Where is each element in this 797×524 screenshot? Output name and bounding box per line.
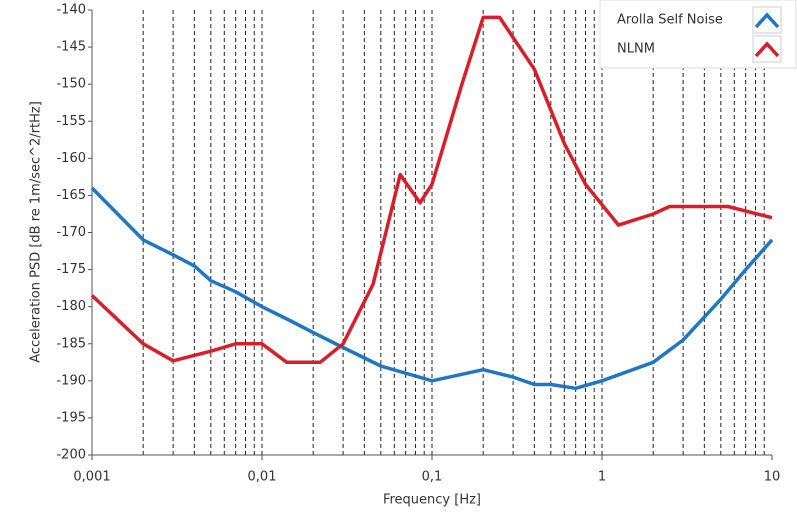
legend-label: Arolla Self Noise (617, 13, 723, 28)
y-tick-label: -175 (56, 262, 86, 277)
x-tick-label: 0,1 (422, 470, 443, 485)
y-tick-label: -170 (56, 225, 86, 240)
x-tick-label: 0,01 (248, 470, 277, 485)
y-tick-label: -145 (56, 40, 86, 55)
y-tick-label: -180 (56, 299, 86, 314)
y-tick-label: -165 (56, 188, 86, 203)
x-axis-label: Frequency [Hz] (383, 493, 481, 508)
x-tick-label: 0,001 (73, 470, 110, 485)
y-tick-label: -150 (56, 77, 86, 92)
x-tick-label: 10 (764, 470, 781, 485)
y-tick-label: -155 (56, 114, 86, 129)
legend-label: NLNM (617, 42, 655, 57)
x-tick-label: 1 (598, 470, 606, 485)
legend-icon (754, 12, 780, 29)
y-tick-label: -200 (56, 448, 86, 463)
y-axis-label: Acceleration PSD [dB re 1m/sec^2/rtHz] (29, 101, 44, 363)
legend-icon-box (752, 35, 782, 63)
y-tick-label: -140 (56, 3, 86, 18)
series-line (90, 186, 774, 391)
legend-icon (754, 41, 780, 58)
series-line (90, 15, 773, 365)
y-tick-label: -195 (56, 410, 86, 425)
legend-icon-box (752, 6, 782, 34)
y-tick-label: -160 (56, 151, 86, 166)
legend: Arolla Self Noise NLNM (599, 0, 797, 69)
y-tick-label: -185 (56, 336, 86, 351)
y-tick-label: -190 (56, 373, 86, 388)
